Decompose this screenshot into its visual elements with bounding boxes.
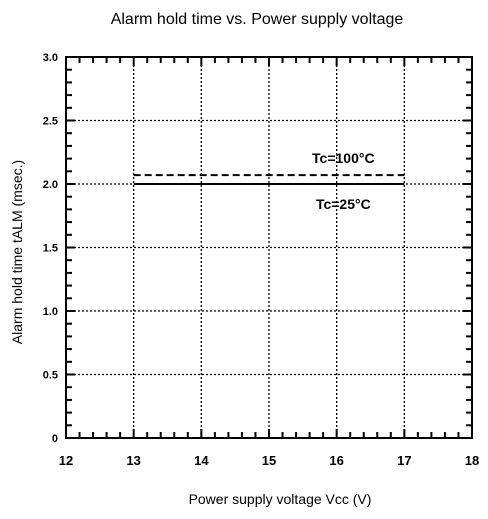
x-tick-label: 15 (262, 453, 276, 468)
series-label: Tc=100°C (312, 150, 375, 166)
plot-frame (65, 56, 473, 439)
y-tick-label: 2.5 (43, 116, 58, 128)
x-tick-label: 16 (329, 453, 343, 468)
chart-title: Alarm hold time vs. Power supply voltage (111, 11, 404, 28)
y-tick-label: 0.5 (43, 370, 58, 382)
x-axis-label: Power supply voltage Vcc (V) (189, 491, 372, 507)
y-tick-label: 1.5 (43, 243, 58, 255)
series-lines (133, 174, 405, 185)
grid-lines (66, 57, 472, 438)
x-tick-label: 18 (465, 453, 479, 468)
y-tick-label: 1.0 (43, 306, 58, 318)
y-tick-label: 0 (52, 433, 58, 445)
series-labels: Tc=100°C Tc=25°C (312, 150, 375, 212)
series-label: Tc=25°C (316, 196, 371, 212)
x-tick-label: 12 (59, 453, 73, 468)
x-tick-label: 17 (397, 453, 411, 468)
x-tick-labels: 12 13 14 15 16 17 18 (59, 453, 479, 468)
y-axis-label: Alarm hold time tALM (msec.) (9, 160, 25, 344)
x-tick-label: 13 (126, 453, 140, 468)
y-tick-labels: 0 0.5 1.0 1.5 2.0 2.5 3.0 (43, 52, 58, 445)
y-tick-label: 3.0 (43, 52, 58, 64)
y-tick-label: 2.0 (43, 179, 58, 191)
x-tick-label: 14 (194, 453, 209, 468)
